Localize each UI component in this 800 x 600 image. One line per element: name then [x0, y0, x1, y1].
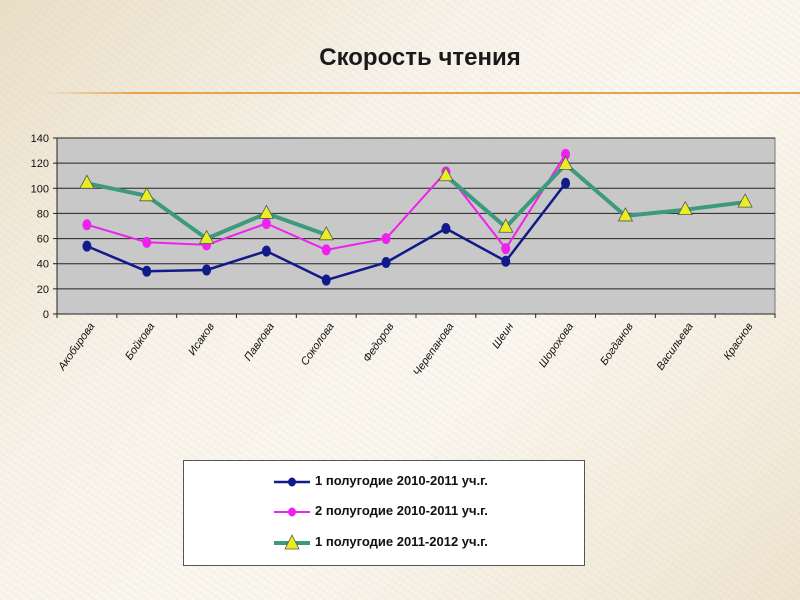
legend-item-series-3: 1 полугодие 2011-2012 уч.г.: [184, 532, 584, 554]
series-2-point: [82, 219, 92, 231]
legend-swatch-series-2: [274, 507, 310, 517]
y-tick-label: 0: [43, 309, 49, 321]
series-1-point: [381, 256, 391, 268]
y-tick-label: 100: [31, 183, 49, 195]
legend: 1 полугодие 2010-2011 уч.г. 2 полугодие …: [183, 460, 585, 566]
series-1-point: [321, 274, 331, 286]
series-1: [82, 177, 571, 286]
series-2: [82, 148, 571, 256]
series-3-point: [617, 207, 634, 222]
series-3-point: [79, 174, 95, 189]
y-tick-label: 80: [37, 208, 49, 220]
series-1-point: [561, 177, 571, 189]
x-tick-label: Шеин: [490, 321, 516, 351]
series-2-point: [381, 233, 391, 245]
legend-item-series-1: 1 полугодие 2010-2011 уч.г.: [184, 471, 584, 493]
series-2-point: [321, 244, 331, 256]
series-1-point: [82, 240, 92, 252]
series-3-point: [198, 229, 215, 244]
series-1-point: [202, 264, 212, 276]
x-tick-label: Исаков: [186, 321, 217, 358]
series-1-point: [441, 223, 451, 235]
legend-swatch-series-1: [274, 477, 310, 487]
series-1-point: [261, 245, 271, 257]
x-tick-label: Богданов: [598, 321, 636, 368]
series-1-point: [501, 255, 511, 267]
series-2-point: [142, 236, 152, 248]
y-tick-label: 40: [37, 259, 49, 271]
legend-item-series-2: 2 полугодие 2010-2011 уч.г.: [184, 501, 584, 523]
x-tick-label: Васильева: [654, 321, 695, 373]
series-2-point: [501, 243, 511, 255]
y-tick-label: 60: [37, 234, 49, 246]
series-2-point: [561, 148, 571, 160]
series-3-point: [677, 200, 693, 216]
x-tick-label: Краснов: [722, 321, 756, 363]
series-3-point: [318, 225, 334, 241]
plot-area: [56, 137, 776, 315]
x-tick-label: Черепанова: [411, 321, 456, 378]
y-tick-label: 140: [31, 133, 49, 145]
legend-label-series-1: 1 полугодие 2010-2011 уч.г.: [315, 473, 488, 488]
x-tick-label: Шорохова: [537, 321, 576, 370]
y-tick-label: 20: [37, 284, 49, 296]
x-tick-label: Павлова: [242, 321, 277, 363]
series-3-point: [139, 186, 155, 202]
x-tick-label: Соколова: [299, 321, 337, 368]
legend-label-series-3: 1 полугодие 2011-2012 уч.г.: [315, 534, 488, 549]
series-2-point: [261, 217, 271, 229]
slide-title: Скорость чтения: [319, 44, 521, 71]
series-1-point: [142, 265, 152, 277]
legend-label-series-2: 2 полугодие 2010-2011 уч.г.: [315, 503, 488, 518]
series-3-point: [258, 204, 275, 219]
x-tick-label: Акобирова: [56, 321, 98, 374]
x-tick-label: Бойкова: [123, 321, 157, 363]
series-group: [79, 148, 753, 286]
x-tick-label: Федоров: [361, 321, 397, 365]
series-3-point: [557, 155, 574, 170]
title-underline: [45, 92, 800, 94]
y-tick-label: 120: [31, 158, 49, 170]
series-3-point: [438, 166, 454, 182]
series-3-point: [498, 218, 514, 233]
series-3: [79, 155, 753, 244]
legend-swatch-series-3: [274, 534, 310, 550]
plot-background: [56, 137, 776, 315]
series-3-point: [737, 193, 753, 208]
